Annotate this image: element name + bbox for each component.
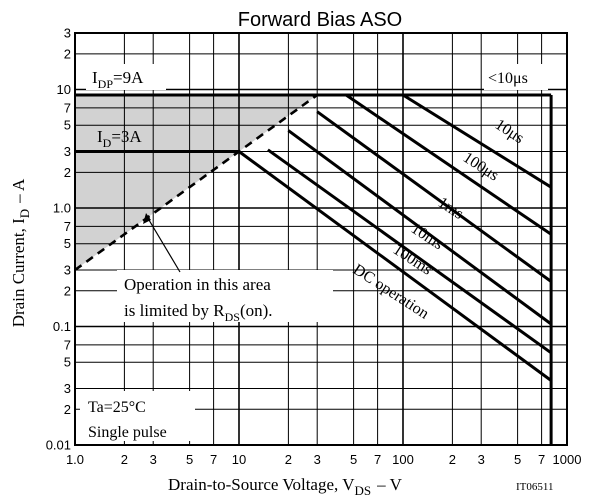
y-tick-label: 1.0 — [53, 201, 71, 216]
y-tick-label: 2 — [64, 46, 71, 61]
y-axis-label: Drain Current, ID– A — [9, 178, 32, 327]
y-tick-label: 7 — [64, 100, 71, 115]
y-tick-label: 0.1 — [53, 319, 71, 334]
rds-on-limit-line — [74, 93, 319, 272]
rds-note-line1: Operation in this area — [124, 275, 271, 294]
figure-code: IT06511 — [516, 481, 553, 493]
conditions-line1: Ta=25°C — [88, 399, 146, 416]
idp-label-background — [86, 64, 166, 90]
x-tick-label: 5 — [514, 452, 521, 467]
x-tick-label: 10 — [232, 452, 246, 467]
x-tick-label: 5 — [350, 452, 357, 467]
y-tick-label: 10 — [57, 82, 71, 97]
x-axis-label: Drain-to-Source Voltage, VDS – V — [168, 475, 403, 498]
series-label-10ms: 10ms — [408, 220, 446, 253]
x-tick-label: 1000 — [553, 452, 582, 467]
plot-frame — [74, 32, 568, 446]
x-tick-label: 3 — [314, 452, 321, 467]
conditions-background — [80, 391, 195, 441]
x-tick-label: 3 — [478, 452, 485, 467]
y-tick-label: 2 — [64, 402, 71, 417]
y-tick-label: 5 — [64, 355, 71, 370]
y-tick-label: 7 — [64, 337, 71, 352]
x-tick-label: 7 — [374, 452, 381, 467]
lt10us-label-background — [484, 64, 548, 90]
rds-note-arrowhead — [143, 213, 151, 224]
x-tick-label: 5 — [186, 452, 193, 467]
y-tick-label: 2 — [64, 283, 71, 298]
y-tick-label: 3 — [64, 381, 71, 396]
series-line-10ms — [287, 129, 552, 326]
idp-limit-label: IDP=9A — [92, 68, 144, 91]
rds-note-background — [117, 270, 333, 322]
series-label-1ms: 1ms — [435, 194, 467, 223]
series-label-10us: 10μs — [492, 116, 527, 147]
x-tick-label: 7 — [538, 452, 545, 467]
id-limit-label: ID=3A — [97, 127, 142, 150]
y-tick-label: 7 — [64, 219, 71, 234]
rds-note-line2: is limited by RDS(on). — [124, 301, 273, 324]
series-label-lt10us: <10μs — [488, 70, 528, 87]
chart-title: Forward Bias ASO — [238, 9, 403, 31]
y-tick-label: 0.01 — [46, 438, 71, 453]
x-tick-label: 2 — [285, 452, 292, 467]
series-line-1ms — [316, 110, 552, 283]
x-tick-label: 2 — [449, 452, 456, 467]
series-line-dc-operation — [238, 150, 552, 382]
x-tick-label: 2 — [121, 452, 128, 467]
x-tick-label: 1.0 — [66, 452, 84, 467]
series-line-100us — [345, 93, 552, 236]
y-tick-label: 3 — [64, 263, 71, 278]
rds-note-arrow — [145, 214, 181, 273]
y-tick-label: 3 — [64, 26, 71, 41]
x-tick-label: 3 — [150, 452, 157, 467]
series-line-100ms — [267, 148, 552, 355]
conditions-line2: Single pulse — [88, 424, 167, 441]
x-tick-label: 7 — [210, 452, 217, 467]
y-tick-label: 2 — [64, 165, 71, 180]
y-tick-label: 3 — [64, 144, 71, 159]
y-tick-label: 5 — [64, 118, 71, 133]
x-tick-label: 100 — [392, 452, 414, 467]
y-tick-label: 5 — [64, 236, 71, 251]
series-line-10us — [402, 93, 552, 189]
